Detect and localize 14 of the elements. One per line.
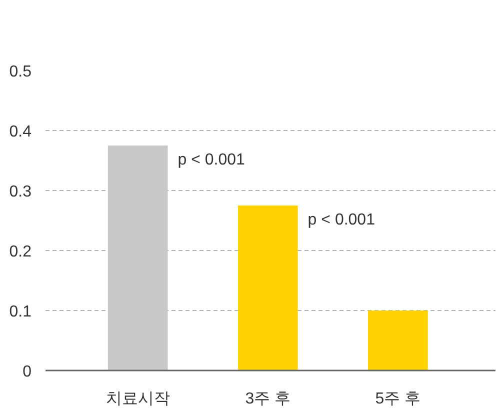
y-tick-label: 0.5 <box>9 64 32 80</box>
y-tick-label: 0.1 <box>9 304 32 320</box>
bar <box>238 206 298 370</box>
x-tick-label: 치료시작 <box>106 390 170 408</box>
bar <box>368 310 428 370</box>
annotation: p < 0.001 <box>308 212 376 228</box>
bar <box>108 146 168 370</box>
y-tick-label: 0.2 <box>9 244 32 260</box>
y-tick-label: 0.3 <box>9 184 32 200</box>
y-tick-label: 0 <box>22 364 32 380</box>
annotation: p < 0.001 <box>178 152 246 168</box>
y-tick-label: 0.4 <box>9 124 32 140</box>
x-tick-label: 3주 후 <box>245 390 291 408</box>
x-tick-label: 5주 후 <box>375 390 421 408</box>
